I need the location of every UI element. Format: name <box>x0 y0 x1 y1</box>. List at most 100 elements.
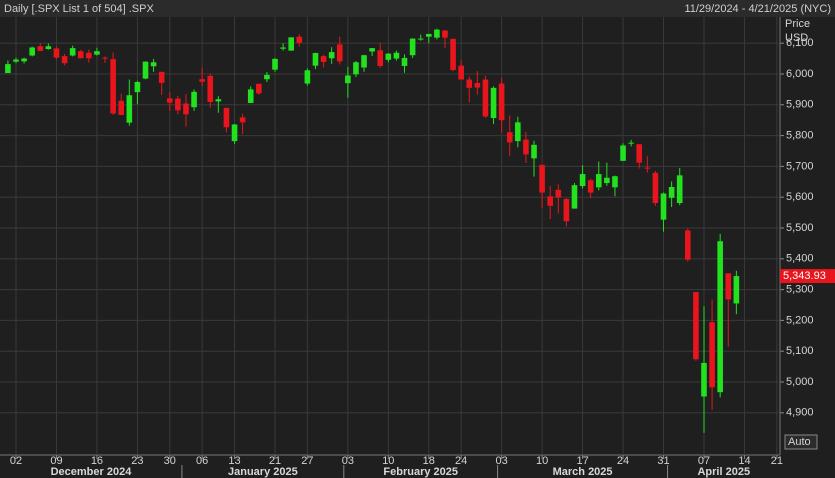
candle-body <box>628 142 634 144</box>
candle-body <box>466 79 473 88</box>
candle-body <box>434 29 440 38</box>
y-tick-label: 5,000 <box>786 376 814 388</box>
candle-body <box>272 58 278 70</box>
month-label: December 2024 <box>51 466 133 478</box>
candle-body <box>288 37 294 51</box>
candle-body <box>118 100 125 115</box>
candle-body <box>199 79 205 82</box>
y-axis-label: Price <box>785 18 810 30</box>
candle-body <box>523 139 529 155</box>
candle-body <box>693 292 699 360</box>
chart-title: Daily [.SPX List 1 of 504] .SPX <box>4 3 154 15</box>
x-tick-label: 21 <box>269 455 281 467</box>
y-tick-label: 5,100 <box>786 345 814 357</box>
candle-body <box>61 56 68 64</box>
candle-body <box>264 74 270 80</box>
y-tick-label: 5,300 <box>786 284 814 296</box>
candle-body <box>442 30 448 38</box>
candle-body <box>377 50 384 66</box>
x-tick-label: 31 <box>657 455 669 467</box>
x-tick-label: 30 <box>164 455 176 467</box>
candle-body <box>102 57 108 59</box>
candle-body <box>37 46 44 51</box>
candle-body <box>142 61 149 79</box>
candle-body <box>158 71 165 83</box>
x-tick-label: 14 <box>738 455 750 467</box>
candle-body <box>612 176 618 188</box>
candle-body <box>328 52 335 59</box>
candle-body <box>247 89 254 103</box>
candle-body <box>401 57 408 66</box>
y-tick-label: 5,600 <box>786 191 814 203</box>
y-tick-label: 6,000 <box>786 68 814 80</box>
candle-body <box>636 144 643 163</box>
candle-body <box>166 98 173 103</box>
candle-body <box>126 95 133 123</box>
candle-body <box>207 75 214 103</box>
candle-body <box>579 174 586 187</box>
candle-body <box>587 180 594 193</box>
candle-body <box>393 52 400 59</box>
x-tick-label: 10 <box>382 455 394 467</box>
candle-body <box>223 107 230 128</box>
candle-body <box>676 175 683 204</box>
candle-body <box>256 83 262 94</box>
candle-body <box>385 53 392 60</box>
candle-body <box>506 132 513 143</box>
candle-body <box>320 56 327 62</box>
x-tick-label: 21 <box>771 455 783 467</box>
y-tick-label: 5,400 <box>786 253 814 265</box>
candle-body <box>191 91 197 108</box>
candle-body <box>539 164 545 193</box>
candle-body <box>304 70 311 84</box>
candle-body <box>490 87 497 119</box>
candle-body <box>571 185 578 209</box>
price-tag-label: 5,343.93 <box>783 270 826 282</box>
x-tick-label: 09 <box>50 455 62 467</box>
candle-body <box>644 167 651 169</box>
candle-body <box>134 81 141 93</box>
candle-body <box>69 48 76 56</box>
candle-body <box>717 241 723 393</box>
price-tag <box>780 269 835 284</box>
month-label: March 2025 <box>553 466 613 478</box>
auto-button[interactable]: Auto <box>788 436 811 448</box>
candle-body <box>45 46 52 50</box>
candle-body <box>296 36 303 43</box>
candle-body <box>701 362 707 397</box>
month-label: January 2025 <box>228 466 298 478</box>
candle-body <box>660 193 667 220</box>
y-tick-label: 6,100 <box>786 37 814 49</box>
y-tick-label: 5,500 <box>786 222 814 234</box>
candle-body <box>94 51 100 55</box>
x-tick-label: 13 <box>228 455 240 467</box>
auto-button-frame[interactable] <box>784 434 818 450</box>
candle-body <box>604 177 610 184</box>
candle-body <box>336 44 343 62</box>
candle-body <box>620 145 626 161</box>
candle-body <box>547 196 554 206</box>
candle-body <box>13 59 19 62</box>
chart-subtitle: 11/29/2024 - 4/21/2025 (NYC) <box>684 3 831 15</box>
candle-body <box>652 172 659 204</box>
candle-body <box>563 199 570 222</box>
y-tick-label: 5,800 <box>786 129 814 141</box>
candle-body <box>531 144 537 159</box>
candle-body <box>515 122 521 142</box>
x-tick-label: 10 <box>536 455 548 467</box>
y-tick-label: 4,900 <box>786 407 814 419</box>
y-axis-unit: USD <box>785 32 808 44</box>
candle-body <box>53 48 60 58</box>
candle-body <box>733 276 740 304</box>
x-tick-label: 07 <box>698 455 710 467</box>
x-tick-label: 03 <box>342 455 354 467</box>
candle-body <box>77 51 84 59</box>
x-tick-label: 24 <box>455 455 467 467</box>
candle-body <box>231 124 238 142</box>
candle-body <box>312 53 319 66</box>
candle-body <box>409 38 416 56</box>
candle-body <box>595 174 602 188</box>
candle-body <box>458 65 464 80</box>
